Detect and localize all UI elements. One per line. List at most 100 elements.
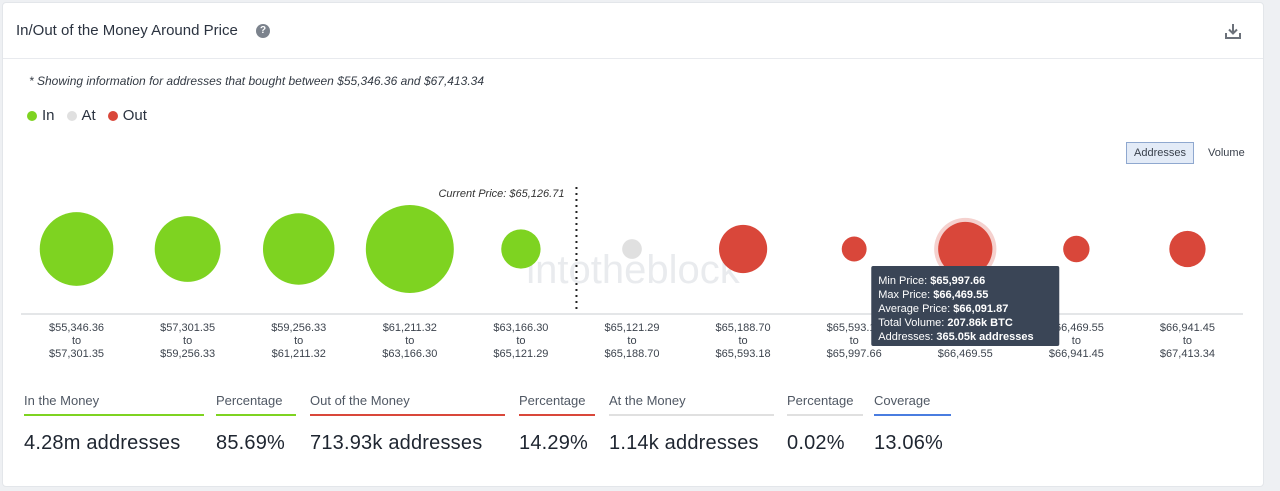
bubble-in bbox=[262, 213, 335, 285]
range-from-label: $66,469.55 bbox=[1049, 322, 1104, 334]
stat-coverage: Coverage 13.06% bbox=[874, 393, 951, 455]
stat-out-of-the-money: Out of the Money 713.93k addresses bbox=[310, 393, 505, 455]
stat-value: 4.28m addresses bbox=[24, 432, 181, 454]
stat-label: Percentage bbox=[519, 393, 595, 416]
range-to-label: to bbox=[72, 335, 81, 347]
stat-value: 14.29% bbox=[519, 432, 589, 454]
stat-label: Percentage bbox=[216, 393, 296, 416]
legend-dot-out bbox=[107, 110, 118, 121]
tooltip-row-label: Addresses: bbox=[878, 331, 936, 343]
current-price-label: Current Price: $65,126.71 bbox=[438, 188, 564, 200]
range-from-label: $57,301.35 bbox=[160, 322, 215, 334]
range-from-label: $65,593.18 bbox=[827, 322, 882, 334]
volume-toggle-button[interactable]: Volume bbox=[1208, 147, 1245, 159]
legend-dot-in bbox=[27, 110, 37, 121]
stat-label: In the Money bbox=[24, 393, 204, 416]
range-from-label: $65,188.70 bbox=[716, 322, 771, 334]
chart-legend: In At Out bbox=[27, 107, 147, 124]
tooltip-row-label: Max Price: bbox=[878, 289, 933, 301]
range-to-value-label: $57,301.35 bbox=[49, 348, 104, 360]
stat-value: 13.06% bbox=[874, 432, 944, 454]
range-to-value-label: $65,997.66 bbox=[827, 348, 882, 360]
bubble-out bbox=[841, 236, 867, 262]
range-from-label: $66,941.45 bbox=[1160, 322, 1215, 334]
tooltip-row-label: Total Volume: bbox=[878, 317, 947, 329]
tooltip-box bbox=[871, 266, 1060, 346]
tooltip: Min Price: $65,997.66 Max Price: $66,469.… bbox=[871, 266, 1060, 346]
legend-label-out: Out bbox=[122, 107, 147, 124]
tooltip-row-value: 207.86k BTC bbox=[947, 317, 1012, 329]
bubble-at bbox=[622, 239, 642, 259]
legend-item-at[interactable]: At bbox=[66, 107, 96, 124]
legend-label-in: In bbox=[42, 107, 55, 124]
range-to-label: to bbox=[738, 335, 747, 347]
stat-at-the-money: At the Money 1.14k addresses bbox=[609, 393, 774, 455]
iomap-card: In/Out of the Money Around Price ? * Sho… bbox=[2, 2, 1264, 487]
range-to-value-label: $66,469.55 bbox=[938, 348, 993, 360]
range-to-label: to bbox=[405, 335, 414, 347]
range-to-value-label: $61,211.32 bbox=[272, 348, 326, 360]
range-to-value-label: $67,413.34 bbox=[1160, 348, 1215, 360]
range-from-label: $55,346.36 bbox=[49, 322, 104, 334]
tooltip-row: Min Price: $65,997.66 bbox=[878, 275, 985, 287]
range-to-label: to bbox=[1072, 335, 1081, 347]
tooltip-row-label: Average Price: bbox=[878, 303, 953, 315]
tooltip-row-label: Min Price: bbox=[878, 275, 930, 287]
bubble-in bbox=[501, 229, 541, 269]
page-title: In/Out of the Money Around Price bbox=[16, 22, 238, 39]
tooltip-row: Addresses: 365.05k addresses bbox=[878, 331, 1033, 343]
range-to-value-label: $66,941.45 bbox=[1049, 348, 1104, 360]
tooltip-row-value: 365.05k addresses bbox=[936, 331, 1033, 343]
legend-item-in[interactable]: In bbox=[27, 107, 55, 124]
tooltip-row: Average Price: $66,091.87 bbox=[878, 303, 1008, 315]
range-from-label: $65,121.29 bbox=[604, 322, 659, 334]
legend-item-out[interactable]: Out bbox=[107, 107, 147, 124]
card-header: In/Out of the Money Around Price ? bbox=[3, 3, 1263, 59]
tooltip-row-value: $66,469.55 bbox=[933, 289, 988, 301]
stat-value: 1.14k addresses bbox=[609, 432, 759, 454]
tooltip-row-value: $65,997.66 bbox=[930, 275, 985, 287]
range-to-value-label: $65,188.70 bbox=[604, 348, 659, 360]
tooltip-row: Total Volume: 207.86k BTC bbox=[878, 317, 1013, 329]
bubble-in bbox=[365, 205, 454, 293]
range-to-label: to bbox=[183, 335, 192, 347]
bubble-out bbox=[938, 221, 993, 277]
range-to-label: to bbox=[294, 335, 303, 347]
range-from-label: $63,166.30 bbox=[493, 322, 548, 334]
bubble-out bbox=[1169, 230, 1206, 268]
tooltip-row: Max Price: $66,469.55 bbox=[878, 289, 988, 301]
range-from-label: $59,256.33 bbox=[271, 322, 326, 334]
stat-label: Percentage bbox=[787, 393, 863, 416]
legend-dot-at bbox=[66, 110, 77, 121]
question-circle-icon[interactable]: ? bbox=[256, 24, 270, 38]
bubble-in bbox=[154, 216, 221, 282]
range-to-label: to bbox=[850, 335, 859, 347]
tooltip-row-value: $66,091.87 bbox=[953, 303, 1008, 315]
range-note: * Showing information for addresses that… bbox=[29, 74, 484, 88]
bubble-in bbox=[39, 212, 114, 286]
range-from-label: $61,211.32 bbox=[383, 322, 437, 334]
stat-value: 85.69% bbox=[216, 432, 286, 454]
stat-in-percentage: Percentage 85.69% bbox=[216, 393, 296, 455]
range-to-value-label: $63,166.30 bbox=[382, 348, 437, 360]
range-to-label: to bbox=[1183, 335, 1192, 347]
stat-value: 0.02% bbox=[787, 432, 845, 454]
range-to-label: to bbox=[516, 335, 525, 347]
range-to-value-label: $59,256.33 bbox=[160, 348, 215, 360]
bubble-out bbox=[718, 224, 768, 274]
addresses-toggle-button[interactable]: Addresses bbox=[1126, 142, 1194, 164]
stat-in-the-money: In the Money 4.28m addresses bbox=[24, 393, 204, 455]
stat-label: Coverage bbox=[874, 393, 951, 416]
stat-label: Out of the Money bbox=[310, 393, 505, 416]
stat-label: At the Money bbox=[609, 393, 774, 416]
stat-value: 713.93k addresses bbox=[310, 432, 483, 454]
range-to-label: to bbox=[627, 335, 636, 347]
stat-out-percentage: Percentage 14.29% bbox=[519, 393, 595, 455]
stat-at-percentage: Percentage 0.02% bbox=[787, 393, 863, 455]
range-to-value-label: $65,121.29 bbox=[493, 348, 548, 360]
range-to-value-label: $65,593.18 bbox=[716, 348, 771, 360]
legend-label-at: At bbox=[81, 107, 96, 124]
bubble-out bbox=[1063, 235, 1090, 263]
download-icon[interactable] bbox=[1223, 21, 1243, 41]
